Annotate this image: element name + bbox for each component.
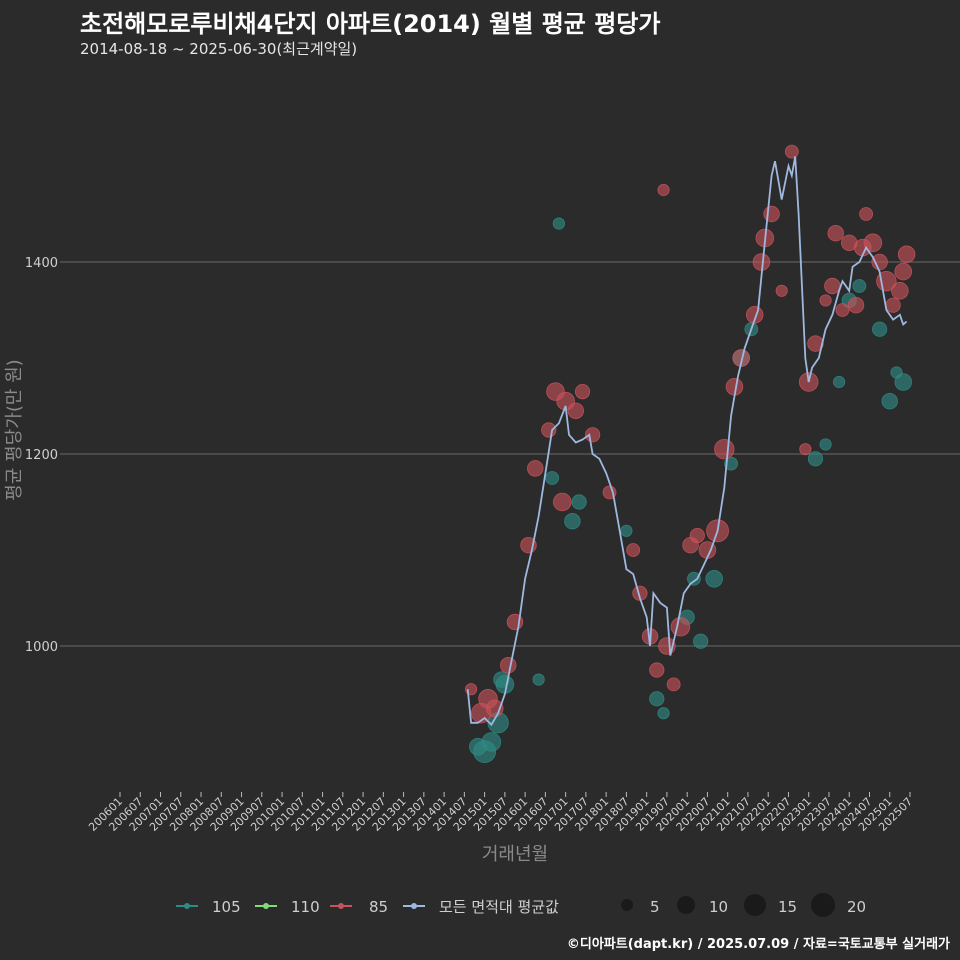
legend-size-circle: [677, 896, 695, 914]
y-tick-label: 1400: [25, 256, 58, 271]
legend-dot-3: [411, 903, 417, 909]
y-axis-ticks: 1000 1200 1400: [25, 256, 58, 655]
legend-label-2: 85: [369, 898, 388, 916]
point-85: [541, 422, 557, 438]
chart-subtitle: 2014-08-18 ~ 2025-06-30(최근계약일): [80, 40, 358, 58]
point-85: [835, 303, 850, 317]
point-105: [872, 321, 888, 337]
point-85: [626, 543, 641, 557]
legend-size-label: 15: [778, 898, 797, 916]
point-85: [657, 183, 670, 197]
point-105: [819, 438, 832, 451]
point-85: [894, 262, 913, 281]
point-105: [657, 707, 670, 720]
legend-label-1: 110: [291, 898, 320, 916]
point-105: [894, 373, 913, 391]
point-85: [799, 443, 812, 456]
legend-dot-1: [263, 903, 269, 909]
point-85: [784, 144, 799, 159]
y-axis-label: 평균 평당가(만 원): [4, 359, 25, 500]
point-105: [649, 691, 665, 707]
legend-size-circle: [744, 894, 766, 916]
point-105: [852, 279, 867, 293]
point-85: [567, 402, 584, 420]
point-85: [689, 527, 705, 544]
legend-dot-0: [184, 903, 190, 909]
point-85: [824, 277, 841, 295]
legend-size-circle: [811, 893, 835, 917]
legend-label-0: 105: [212, 898, 241, 916]
point-105: [687, 571, 701, 586]
point-105: [493, 671, 510, 688]
chart-title: 초전해모로루비채4단지 아파트(2014) 월별 평균 평당가: [80, 10, 661, 38]
legend: 105 110 85 모든 면적대 평균값 5 10 15 20: [176, 893, 866, 917]
y-tick-label: 1200: [25, 448, 58, 463]
point-85: [891, 282, 909, 300]
average-line-group: [466, 156, 908, 727]
point-105: [620, 524, 633, 537]
point-105: [481, 732, 502, 752]
point-85: [465, 683, 478, 696]
scatter-points: [465, 144, 916, 764]
legend-dot-2: [338, 903, 344, 909]
point-85: [527, 460, 544, 477]
source-caption: ©디아파트(dapt.kr) / 2025.07.09 / 자료=국토교통부 실…: [566, 937, 950, 952]
point-85: [714, 439, 735, 460]
point-85: [863, 233, 883, 253]
point-85: [500, 656, 517, 674]
point-105: [705, 570, 723, 588]
average-line: [466, 156, 908, 727]
point-85: [775, 284, 788, 297]
point-85: [585, 427, 601, 443]
point-105: [833, 375, 846, 389]
point-85: [649, 662, 665, 678]
point-85: [859, 207, 874, 221]
point-105: [552, 217, 565, 230]
legend-label-3: 모든 면적대 평균값: [439, 898, 559, 916]
point-85: [552, 492, 572, 512]
legend-size-label: 20: [847, 898, 866, 916]
point-85: [885, 297, 901, 313]
grid-lines: [60, 261, 960, 647]
point-85: [763, 205, 780, 223]
point-85: [847, 296, 865, 314]
point-85: [807, 335, 824, 352]
x-axis-ticks: 2006012006072007012007072008012008072009…: [86, 792, 915, 834]
y-tick-label: 1000: [25, 640, 58, 655]
point-105: [532, 673, 545, 686]
point-85: [827, 224, 844, 242]
point-105: [564, 512, 581, 530]
point-105: [724, 456, 738, 471]
point-105: [881, 392, 898, 410]
point-105: [545, 471, 560, 485]
point-105: [693, 633, 709, 649]
point-105: [807, 451, 824, 467]
point-85: [819, 294, 832, 307]
legend-size-circle: [621, 899, 633, 911]
legend-size-label: 10: [709, 898, 728, 916]
point-105: [571, 494, 587, 510]
point-85: [897, 245, 916, 264]
point-85: [666, 677, 681, 692]
x-axis-label: 거래년월: [482, 844, 548, 865]
point-85: [574, 383, 591, 400]
point-85: [670, 617, 691, 637]
legend-size-label: 5: [650, 898, 660, 916]
point-85: [745, 306, 764, 324]
